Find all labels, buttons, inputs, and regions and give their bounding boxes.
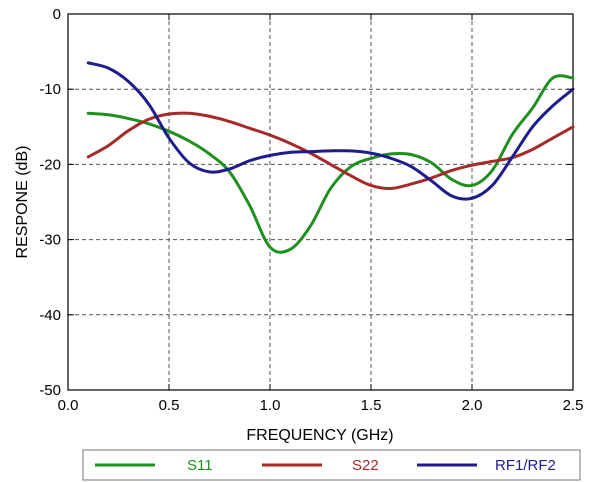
y-tick-label: -40	[39, 307, 61, 324]
x-axis-title: FREQUENCY (GHz)	[246, 427, 393, 444]
legend: S11 S22 RF1/RF2	[82, 449, 581, 481]
legend-box	[82, 449, 581, 481]
series-lines	[86, 61, 575, 254]
y-tick-label: -20	[39, 156, 61, 173]
legend-label: RF1/RF2	[495, 457, 556, 474]
plot-area-frame	[67, 13, 574, 391]
series-line-s22	[86, 111, 575, 190]
x-tick-label: 2.0	[462, 397, 483, 414]
legend-label: S11	[187, 457, 213, 474]
grid	[68, 14, 573, 390]
series-line-s11	[86, 74, 575, 254]
legend-label: S22	[352, 457, 379, 474]
y-tick-label: 0	[53, 6, 61, 23]
axis-ticks: 0.0 0.5 1.0 1.5 2.0 2.5 0 -10 -20 -30 -40 -50	[39, 6, 583, 414]
x-tick-label: 2.5	[563, 397, 584, 414]
x-tick-label: 1.5	[361, 397, 382, 414]
x-tick-label: 0.0	[58, 397, 79, 414]
y-tick-label: -50	[39, 382, 61, 399]
x-tick-label: 0.5	[159, 397, 180, 414]
series-line-rf1-rf2	[86, 61, 575, 201]
y-tick-label: -30	[39, 232, 61, 249]
x-tick-label: 1.0	[260, 397, 281, 414]
y-axis-title: RESPONE (dB)	[14, 146, 31, 259]
y-tick-label: -10	[39, 81, 61, 98]
